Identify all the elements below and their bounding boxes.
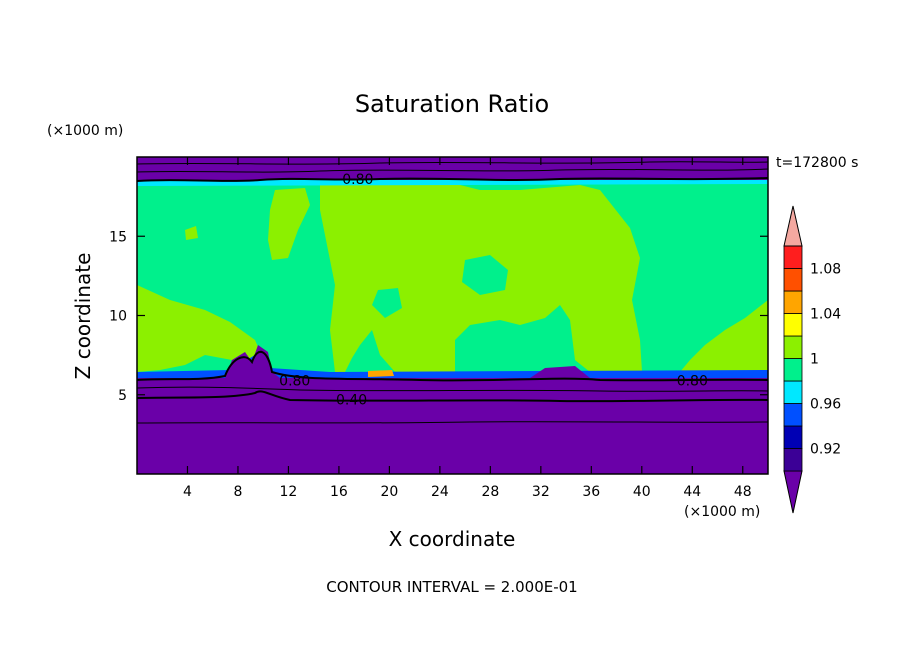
x-tick-label: 40 bbox=[633, 484, 651, 500]
colorbar-swatch bbox=[783, 335, 803, 359]
colorbar-tick-label: 0.92 bbox=[810, 442, 841, 458]
colorbar-swatch bbox=[783, 268, 803, 292]
x-tick-label: 36 bbox=[582, 484, 600, 500]
x-tick-label: 28 bbox=[481, 484, 499, 500]
colorbar-swatch bbox=[783, 245, 803, 269]
contour-field bbox=[137, 157, 768, 474]
time-label: t=172800 s bbox=[776, 155, 858, 171]
x-tick-label: 48 bbox=[734, 484, 752, 500]
x-tick-label: 24 bbox=[431, 484, 449, 500]
contour-label: 0.40 bbox=[336, 393, 367, 409]
colorbar-swatch bbox=[783, 403, 803, 427]
lower-dry-layer bbox=[137, 378, 768, 474]
contour-interval-footer: CONTOUR INTERVAL = 2.000E-01 bbox=[326, 578, 577, 596]
contour-label: 0.80 bbox=[677, 373, 708, 389]
contour-line bbox=[137, 168, 768, 173]
y-axis-label: Z coordinate bbox=[71, 253, 95, 380]
green-patch bbox=[645, 222, 768, 340]
x-tick-label: 44 bbox=[683, 484, 701, 500]
x-tick-label: 8 bbox=[233, 484, 242, 500]
colorbar-tick-label: 1.08 bbox=[810, 262, 841, 278]
colorbar-swatch bbox=[783, 380, 803, 404]
colorbar: 0.92 0.96 1 1.04 1.08 bbox=[783, 205, 841, 514]
blue-fringe-bottom bbox=[137, 352, 768, 380]
contour-line bbox=[137, 386, 768, 392]
dry-intrusions bbox=[225, 345, 590, 378]
x-tick-label: 20 bbox=[380, 484, 398, 500]
colorbar-swatch bbox=[783, 448, 803, 472]
y-tick-label: 15 bbox=[109, 229, 127, 245]
contour-label: 0.80 bbox=[279, 373, 310, 389]
y-axis: 5 10 15 bbox=[109, 229, 768, 404]
contour-label: 0.80 bbox=[342, 172, 373, 188]
contour-line bbox=[137, 177, 768, 182]
y-tick-label: 5 bbox=[118, 388, 127, 404]
contour-labels: 0.80 0.80 0.80 0.40 bbox=[279, 172, 708, 408]
y-tick-label: 10 bbox=[109, 309, 127, 325]
x-tick-label: 32 bbox=[532, 484, 550, 500]
contour-line bbox=[137, 350, 768, 382]
colorbar-tick-label: 1 bbox=[810, 352, 819, 368]
colorbar-swatch bbox=[783, 313, 803, 337]
contour-line bbox=[137, 161, 768, 165]
x-tick-label: 16 bbox=[330, 484, 348, 500]
colorbar-swatch bbox=[783, 290, 803, 314]
x-tick-label: 12 bbox=[280, 484, 298, 500]
colorbar-tick-label: 0.96 bbox=[810, 397, 841, 413]
chart-title: Saturation Ratio bbox=[355, 90, 549, 118]
x-axis: 4 8 12 16 20 24 28 32 36 40 44 48 bbox=[183, 157, 752, 500]
x-tick-label: 4 bbox=[183, 484, 192, 500]
colorbar-over-arrow bbox=[783, 205, 803, 247]
colorbar-swatch bbox=[783, 358, 803, 382]
x-axis-label: X coordinate bbox=[389, 527, 516, 551]
lime-region-right bbox=[680, 300, 768, 372]
contour-lines bbox=[137, 161, 768, 424]
supersaturation-spot bbox=[368, 370, 394, 377]
green-patch bbox=[372, 288, 402, 318]
colorbar-tick-label: 1.04 bbox=[810, 307, 841, 323]
green-patch bbox=[462, 255, 508, 295]
x-axis-unit: (×1000 m) bbox=[684, 504, 760, 520]
y-axis-unit: (×1000 m) bbox=[47, 123, 123, 139]
contour-line bbox=[137, 421, 768, 424]
lime-region-upper-left bbox=[268, 188, 310, 260]
lime-region-left bbox=[137, 285, 262, 372]
colorbar-under-arrow bbox=[783, 470, 803, 514]
contour-line bbox=[137, 390, 768, 403]
colorbar-swatch bbox=[783, 425, 803, 449]
upper-dry-layer bbox=[137, 157, 768, 180]
